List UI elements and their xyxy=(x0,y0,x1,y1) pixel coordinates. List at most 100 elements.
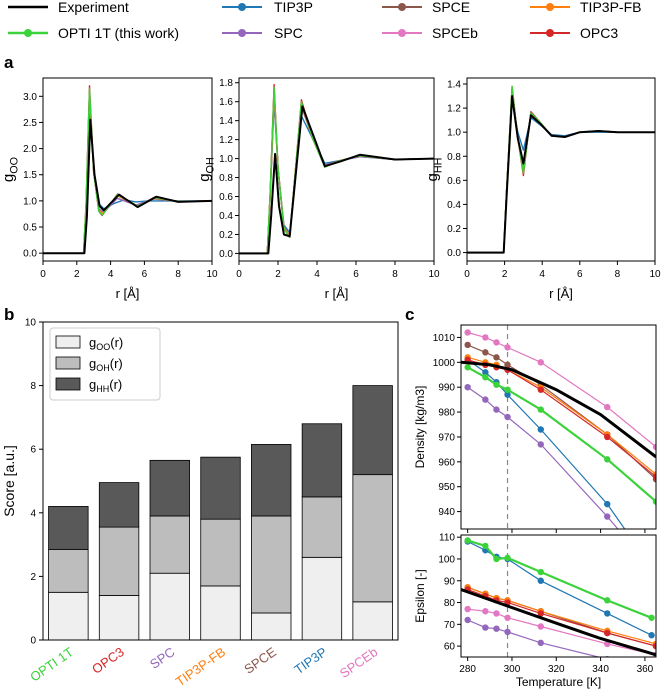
series-line-spceb xyxy=(467,331,656,448)
series-line-opti-1t-this-work xyxy=(467,539,653,619)
point-spc xyxy=(504,628,511,636)
point-spc xyxy=(482,624,489,631)
point-opti-1t-this-work xyxy=(604,597,611,604)
point-opti-1t-this-work xyxy=(482,374,489,381)
point-spce xyxy=(493,354,500,361)
density-plot: 940 950 960 970 980 990 1000 1010 Density [kg/m3… xyxy=(413,324,657,533)
point-spc xyxy=(537,441,544,448)
x-tick-label: 2 xyxy=(275,269,281,280)
x-tick-label: 0 xyxy=(464,269,470,280)
panel-label-a: a xyxy=(4,53,14,72)
plot-frame xyxy=(460,324,657,530)
y-tick-label: 960 xyxy=(438,457,455,468)
epsilon-plot: 280 300 320 340 360 60 70 80 90 100 110 Temperature… xyxy=(413,533,659,689)
bar-oh-spc xyxy=(149,515,190,574)
series-line-experiment xyxy=(239,105,435,255)
point-spc xyxy=(504,413,511,421)
bar-oh-spce xyxy=(251,515,292,614)
y-tick-label: 0 xyxy=(30,636,36,647)
bar-oh-opc3 xyxy=(98,526,140,596)
x-tick-label: 300 xyxy=(504,664,521,675)
point-tip3p xyxy=(604,610,611,617)
legend-swatch-hh xyxy=(55,377,81,391)
point-opti-1t-this-work xyxy=(482,542,489,550)
legend-label-opti1t: OPTI 1T (this work) xyxy=(58,25,179,41)
series-line-experiment xyxy=(461,360,656,459)
bar-oo-opti-1t xyxy=(48,591,89,641)
point-spc xyxy=(493,406,500,413)
y-tick-label: 70 xyxy=(444,620,456,631)
y-tick-label: 80 xyxy=(444,598,456,609)
series-line-experiment xyxy=(43,118,213,255)
panel-label-b: b xyxy=(4,305,14,324)
point-opti-1t-this-work xyxy=(604,456,611,463)
y-tick-label: 0.0 xyxy=(447,248,461,259)
bar-oo-opc3 xyxy=(98,595,140,641)
point-spceb xyxy=(482,334,489,341)
legend-label-spceb: SPCEb xyxy=(432,25,478,41)
plot-frame xyxy=(466,77,656,262)
x-tick-label: 4 xyxy=(108,269,114,280)
point-spc xyxy=(537,639,544,647)
bar-oh-opti-1t xyxy=(48,548,89,593)
series-line-opc3 xyxy=(43,85,213,254)
point-opti-1t-this-work xyxy=(537,406,544,413)
point-spc xyxy=(653,669,659,675)
y-tick-label: 0.6 xyxy=(447,176,461,187)
legend-label-spce: SPCE xyxy=(432,0,470,15)
y-tick-label: 1.0 xyxy=(447,128,461,139)
y-tick-label: 1.4 xyxy=(447,80,461,91)
x-tick-label: 10 xyxy=(649,269,661,280)
y-tick-label: 1.6 xyxy=(219,97,233,108)
point-opti-1t-this-work xyxy=(537,568,544,576)
series-line-spc xyxy=(467,91,655,254)
bar-oo-tip3p xyxy=(301,556,343,641)
point-tip3p xyxy=(537,577,544,584)
series-line-tip3p-fb xyxy=(43,95,213,254)
bar-oh-tip3p xyxy=(301,496,343,558)
legend-marker-tip3pfb xyxy=(546,3,554,11)
bar-hh-spceb xyxy=(352,385,393,476)
y-tick-label: 2 xyxy=(30,572,36,583)
x-tick-label: 10 xyxy=(428,269,440,280)
y-tick-label: 8 xyxy=(30,381,36,392)
legend-label-tip3pfb: TIP3P-FB xyxy=(580,0,641,15)
bar-hh-opti-1t xyxy=(48,506,89,550)
point-tip3p xyxy=(504,391,511,398)
y-tick-label: 1000 xyxy=(433,358,456,369)
point-tip3p xyxy=(482,369,489,376)
point-spc xyxy=(482,396,489,403)
x-tick-label: 8 xyxy=(392,269,398,280)
category-label-tip3p: TIP3P xyxy=(291,644,329,677)
legend-marker-spce xyxy=(398,3,406,11)
y-tick-label: 940 xyxy=(438,507,455,518)
series-line-experiment xyxy=(461,588,656,657)
bar-hh-spc xyxy=(149,459,190,517)
point-opc3 xyxy=(652,642,656,650)
point-opti-1t-this-work xyxy=(504,386,511,393)
bar-hh-tip3p xyxy=(301,423,343,498)
bar-oo-tip3p-fb xyxy=(200,585,241,641)
x-tick-label: 0 xyxy=(236,269,242,280)
series-line-spc xyxy=(467,386,619,529)
series-line-tip3p-fb xyxy=(467,356,656,475)
y-tick-label: 0.0 xyxy=(219,249,233,260)
y-tick-label: 0.6 xyxy=(219,192,233,203)
x-axis-label: r [Å] xyxy=(116,286,140,301)
y-tick-label: 0.4 xyxy=(219,211,233,222)
y-tick-label: 0.0 xyxy=(23,249,37,260)
y-axis-label: gHH xyxy=(424,158,445,182)
x-axis-label: Temperature [K] xyxy=(516,675,601,689)
bar-hh-tip3p-fb xyxy=(200,456,241,520)
series-line-opti-1t-this-work xyxy=(239,86,435,255)
x-tick-label: 6 xyxy=(353,269,359,280)
series-line-experiment xyxy=(467,95,655,254)
point-opti-1t-this-work xyxy=(464,364,471,371)
y-tick-label: 990 xyxy=(438,383,455,394)
y-tick-label: 1010 xyxy=(433,333,456,344)
bar-oo-spc xyxy=(149,572,190,641)
legend-label-tip3p: TIP3P xyxy=(274,0,313,15)
series-line-opc3 xyxy=(467,85,655,254)
series-line-spc xyxy=(43,98,213,254)
